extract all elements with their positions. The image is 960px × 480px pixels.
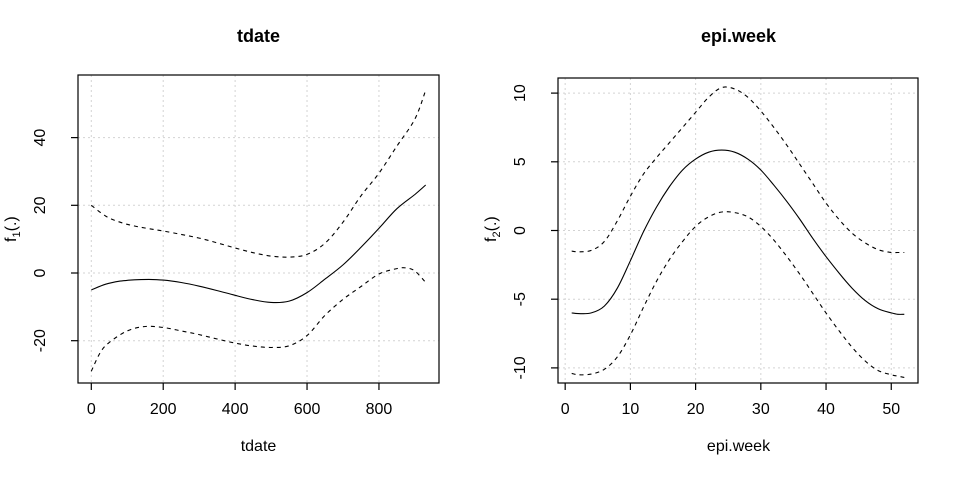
x-tick-label: 0	[87, 401, 96, 418]
x-tick-label: 40	[817, 401, 835, 418]
x-axis-label-tdate: tdate	[240, 438, 277, 455]
x-tick-label: 30	[752, 401, 770, 418]
panel-epi-week: epi.week f2(.) 0 10 20 30 40 50 -10 -5 0 5 10 epi.…	[480, 0, 960, 480]
y-tick-label: -20	[32, 329, 49, 352]
plot-title-epi-week: epi.week	[700, 26, 777, 46]
lower-confidence-band-line	[90, 267, 427, 372]
y-tick-label: 10	[512, 84, 529, 102]
y-tick-label: 5	[512, 157, 529, 166]
smooth-estimate-line	[571, 149, 905, 315]
upper-confidence-band-line	[571, 86, 905, 254]
x-axis-label-epi-week: epi.week	[706, 438, 771, 455]
x-tick-label: 400	[222, 401, 249, 418]
upper-confidence-band-line	[90, 90, 427, 258]
y-tick-label: 20	[32, 196, 49, 214]
plot-box	[557, 77, 919, 384]
x-tick-label: 50	[882, 401, 900, 418]
x-tick-label: 200	[150, 401, 177, 418]
lower-confidence-band-line	[571, 211, 905, 379]
epi-week-plot-canvas: 0 10 20 30 40 50 -10 -5 0 5 10	[512, 77, 919, 418]
x-tick-label: 800	[366, 401, 393, 418]
plot-title-tdate: tdate	[236, 26, 280, 46]
x-tick-label: 20	[687, 401, 705, 418]
plot-box	[77, 74, 440, 384]
x-tick-label: 0	[561, 401, 570, 418]
panel-tdate: tdate f1(.) 0 200 400 600 800 -20 0 20 40 tdate	[3, 26, 440, 455]
smooth-estimate-line	[91, 184, 427, 304]
y-tick-label: -10	[512, 356, 529, 379]
x-tick-label: 600	[294, 401, 321, 418]
y-tick-label: 40	[32, 129, 49, 147]
x-tick-label: 10	[621, 401, 639, 418]
y-tick-label: 0	[32, 268, 49, 277]
y-tick-label: -5	[512, 292, 529, 306]
tdate-plot-canvas: 0 200 400 600 800 -20 0 20 40	[32, 74, 440, 418]
y-tick-label: 0	[512, 226, 529, 235]
